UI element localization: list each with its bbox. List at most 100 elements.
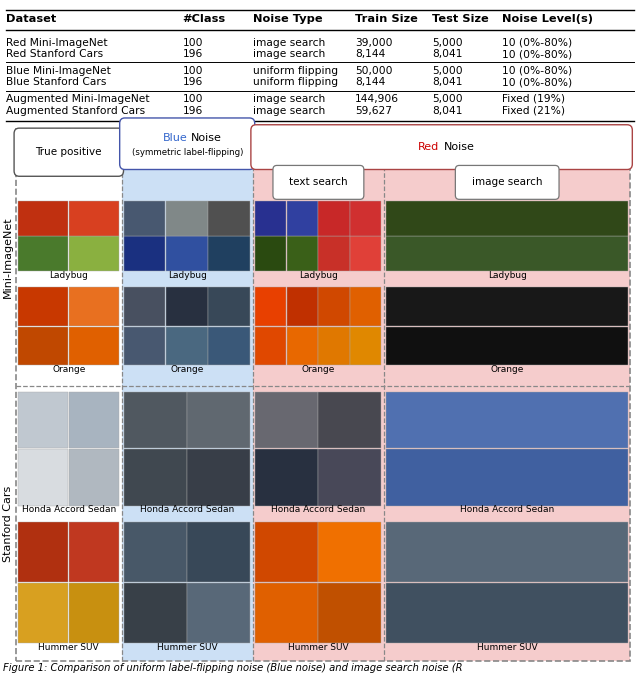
- Bar: [18, 201, 68, 236]
- Text: image search: image search: [253, 94, 325, 104]
- Bar: [69, 583, 119, 643]
- Bar: [124, 522, 187, 582]
- Bar: [350, 201, 381, 236]
- Text: Honda Accord Sedan: Honda Accord Sedan: [22, 505, 116, 515]
- Bar: [124, 450, 187, 506]
- Text: Train Size: Train Size: [355, 14, 418, 24]
- Bar: [350, 287, 381, 326]
- Text: 100: 100: [182, 94, 203, 104]
- Bar: [386, 522, 628, 582]
- Bar: [255, 392, 317, 449]
- Text: Noise: Noise: [191, 133, 222, 142]
- Text: Fixed (19%): Fixed (19%): [502, 94, 565, 104]
- Bar: [386, 287, 628, 326]
- Bar: [255, 522, 317, 582]
- Bar: [18, 392, 68, 449]
- Bar: [350, 237, 381, 271]
- Bar: [16, 129, 630, 661]
- Bar: [166, 287, 208, 326]
- Bar: [124, 327, 165, 365]
- Text: Orange: Orange: [490, 365, 524, 374]
- Text: Noise Type: Noise Type: [253, 14, 323, 24]
- Text: 50,000: 50,000: [355, 66, 393, 75]
- Text: Orange: Orange: [301, 365, 335, 374]
- Bar: [386, 237, 628, 271]
- Bar: [209, 237, 250, 271]
- Text: Ladybug: Ladybug: [488, 271, 527, 280]
- Text: Blue Mini-ImageNet: Blue Mini-ImageNet: [6, 66, 111, 75]
- Text: Noise Level(s): Noise Level(s): [502, 14, 593, 24]
- Text: 10 (0%-80%): 10 (0%-80%): [502, 77, 573, 87]
- Text: Blue Stanford Cars: Blue Stanford Cars: [6, 77, 107, 87]
- Bar: [319, 287, 349, 326]
- Text: image search: image search: [253, 49, 325, 59]
- Text: 100: 100: [182, 38, 203, 47]
- Bar: [255, 327, 286, 365]
- Text: Test Size: Test Size: [432, 14, 489, 24]
- Text: 8,144: 8,144: [355, 49, 385, 59]
- Bar: [319, 583, 381, 643]
- Bar: [18, 583, 68, 643]
- FancyBboxPatch shape: [273, 165, 364, 199]
- Bar: [209, 287, 250, 326]
- Bar: [124, 237, 165, 271]
- Text: 144,906: 144,906: [355, 94, 399, 104]
- Bar: [187, 583, 250, 643]
- Text: Blue: Blue: [163, 133, 188, 142]
- Bar: [287, 201, 317, 236]
- Text: Honda Accord Sedan: Honda Accord Sedan: [271, 505, 365, 515]
- Bar: [386, 450, 628, 506]
- Text: Dataset: Dataset: [6, 14, 57, 24]
- Text: Hummer SUV: Hummer SUV: [477, 643, 538, 652]
- Bar: [18, 450, 68, 506]
- Bar: [386, 583, 628, 643]
- Text: 10 (0%-80%): 10 (0%-80%): [502, 66, 573, 75]
- Text: Augmented Stanford Cars: Augmented Stanford Cars: [6, 106, 145, 115]
- Bar: [187, 450, 250, 506]
- Bar: [319, 201, 349, 236]
- Bar: [18, 522, 68, 582]
- Text: Red: Red: [418, 142, 440, 152]
- Text: image search: image search: [253, 38, 325, 47]
- Text: (symmetric label-flipping): (symmetric label-flipping): [131, 148, 243, 157]
- Text: 5,000: 5,000: [432, 66, 463, 75]
- Text: 59,627: 59,627: [355, 106, 392, 115]
- Text: 10 (0%-80%): 10 (0%-80%): [502, 38, 573, 47]
- Bar: [255, 450, 317, 506]
- Text: Ladybug: Ladybug: [168, 271, 207, 280]
- Text: Noise: Noise: [444, 142, 475, 152]
- Bar: [319, 237, 349, 271]
- Bar: [166, 327, 208, 365]
- Text: #Class: #Class: [182, 14, 225, 24]
- Text: Hummer SUV: Hummer SUV: [288, 643, 349, 652]
- Text: 5,000: 5,000: [432, 38, 463, 47]
- Text: 196: 196: [182, 106, 203, 115]
- Text: Mini-ImageNet: Mini-ImageNet: [3, 217, 13, 298]
- Text: 39,000: 39,000: [355, 38, 393, 47]
- Text: 8,041: 8,041: [432, 106, 463, 115]
- Bar: [255, 237, 286, 271]
- Bar: [18, 287, 68, 326]
- Text: Ladybug: Ladybug: [49, 271, 88, 280]
- Bar: [319, 522, 381, 582]
- Bar: [319, 327, 349, 365]
- Text: 8,041: 8,041: [432, 49, 463, 59]
- Bar: [386, 201, 628, 236]
- FancyBboxPatch shape: [456, 165, 559, 199]
- Bar: [255, 583, 317, 643]
- Text: Hummer SUV: Hummer SUV: [38, 643, 99, 652]
- Text: Fixed (21%): Fixed (21%): [502, 106, 565, 115]
- Bar: [69, 237, 119, 271]
- Text: Orange: Orange: [52, 365, 86, 374]
- Bar: [69, 392, 119, 449]
- Bar: [255, 201, 286, 236]
- Bar: [166, 237, 208, 271]
- Text: Honda Accord Sedan: Honda Accord Sedan: [460, 505, 554, 515]
- Text: uniform flipping: uniform flipping: [253, 66, 338, 75]
- Bar: [124, 201, 165, 236]
- Bar: [253, 129, 630, 661]
- Bar: [124, 583, 187, 643]
- Bar: [18, 237, 68, 271]
- Bar: [69, 287, 119, 326]
- Text: 8,144: 8,144: [355, 77, 385, 87]
